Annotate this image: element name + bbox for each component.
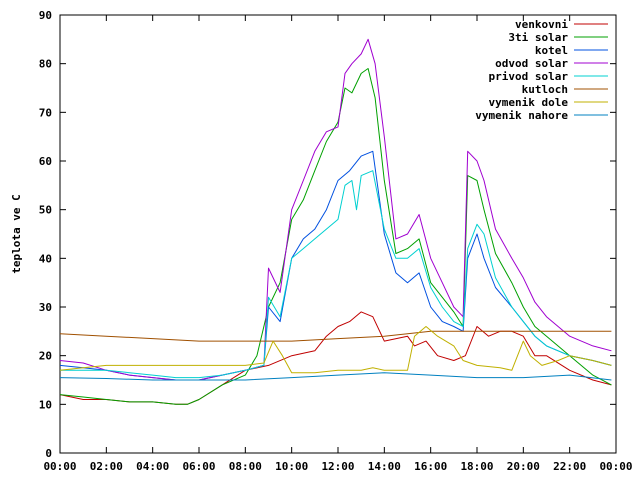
x-axis: 00:00 02:00 04:00 06:00 08:00 10:00 12:00 14:00… (43, 15, 633, 473)
legend-label: privod solar (489, 70, 569, 83)
x-tick-label: 18:00 (460, 460, 493, 473)
x-tick-label: 12:00 (321, 460, 354, 473)
legend-label: vymenik nahore (475, 109, 568, 122)
legend-label: 3ti solar (508, 31, 568, 44)
y-tick-label: 20 (39, 350, 52, 363)
y-tick-label: 30 (39, 301, 52, 314)
y-tick-label: 0 (45, 447, 52, 460)
legend-label: venkovni (515, 18, 568, 31)
x-tick-label: 00:00 (599, 460, 632, 473)
series-line-odvod-solar (59, 38, 612, 381)
legend-label: vymenik dole (489, 96, 569, 109)
y-axis-label: teplota ve C (10, 194, 23, 273)
x-tick-label: 08:00 (229, 460, 262, 473)
y-tick-label: 90 (39, 9, 52, 22)
x-tick-label: 02:00 (90, 460, 123, 473)
legend-label: kutloch (522, 83, 568, 96)
x-tick-label: 16:00 (414, 460, 447, 473)
y-tick-label: 70 (39, 106, 52, 119)
x-tick-label: 06:00 (182, 460, 215, 473)
x-tick-label: 10:00 (275, 460, 308, 473)
series-line-venkovni (59, 311, 612, 405)
y-tick-label: 40 (39, 252, 52, 265)
legend-label: odvod solar (495, 57, 568, 70)
x-tick-label: 00:00 (43, 460, 76, 473)
y-tick-label: 60 (39, 155, 52, 168)
series-line-kutloch (59, 330, 612, 342)
x-tick-label: 14:00 (368, 460, 401, 473)
y-tick-label: 80 (39, 58, 52, 71)
x-tick-label: 04:00 (136, 460, 169, 473)
y-axis: 0 10 20 30 40 50 60 70 80 90 (39, 9, 616, 460)
series-lines (59, 38, 612, 405)
y-tick-label: 50 (39, 204, 52, 217)
series-line-vymenik-dole (59, 326, 612, 374)
series-line-vymenik-nahore (59, 372, 612, 381)
series-line-privod-solar (60, 170, 612, 379)
series-line-3ti-solar (59, 68, 612, 405)
x-tick-label: 20:00 (507, 460, 540, 473)
y-tick-label: 10 (39, 398, 52, 411)
x-tick-label: 22:00 (553, 460, 586, 473)
legend-label: kotel (535, 44, 568, 57)
